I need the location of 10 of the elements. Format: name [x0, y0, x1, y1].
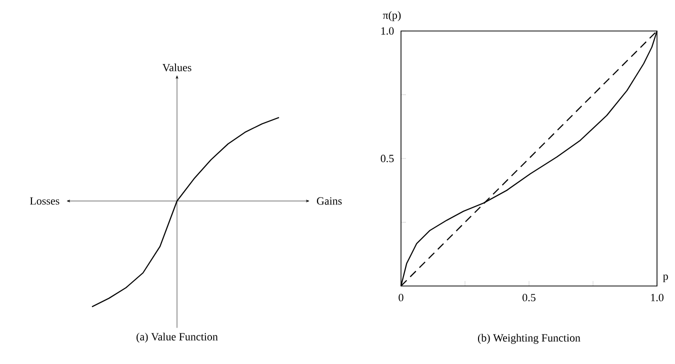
y-axis-title: Values	[162, 64, 192, 72]
x-axis-title: p	[663, 274, 668, 282]
text: Losses	[30, 197, 60, 205]
x-tick-label: 0.5	[522, 294, 536, 302]
x-tick-label: 0	[398, 294, 404, 302]
x-tick-label: 1.0	[651, 294, 664, 302]
text: (b) Weighting Function	[478, 334, 580, 344]
y-axis-title: π(p)	[382, 11, 401, 22]
text: (a) Value Function	[136, 332, 218, 343]
x-axis-title: Gains	[316, 197, 342, 205]
